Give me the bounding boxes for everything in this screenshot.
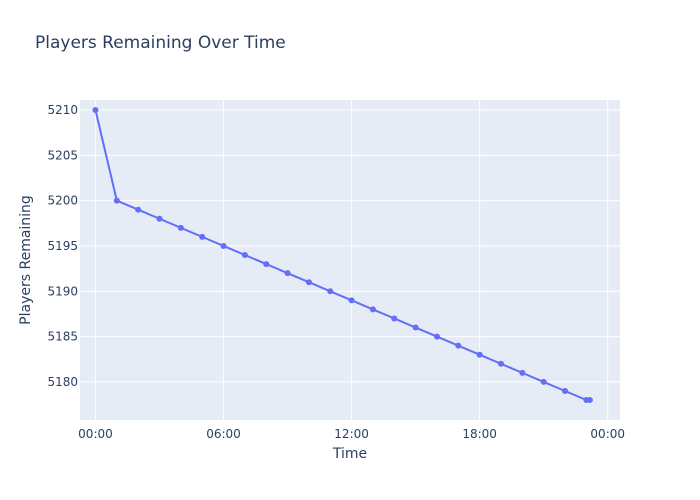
data-point [156, 215, 163, 222]
data-point [113, 197, 120, 204]
data-point [135, 206, 142, 213]
data-point [562, 387, 569, 394]
data-point [305, 279, 312, 286]
data-point [519, 369, 526, 376]
x-tick-label: 06:00 [206, 427, 241, 441]
data-point [498, 360, 505, 367]
data-point [220, 242, 227, 249]
data-point [92, 106, 99, 113]
data-point [586, 397, 593, 404]
series [92, 106, 593, 404]
data-point [369, 306, 376, 313]
chart-title: Players Remaining Over Time [35, 33, 286, 53]
data-point [391, 315, 398, 322]
plot-background [80, 100, 620, 420]
data-point [348, 297, 355, 304]
y-tick-label: 5205 [47, 148, 78, 162]
x-tick-label: 00:00 [590, 427, 625, 441]
y-axis-label: Players Remaining [18, 195, 34, 325]
y-tick-label: 5185 [47, 330, 78, 344]
data-point [263, 261, 270, 268]
x-axis: 00:00 06:00 12:00 18:00 00:00 [78, 427, 625, 441]
data-point [327, 288, 334, 295]
data-point [199, 233, 206, 240]
data-point [241, 252, 248, 259]
data-point [284, 270, 291, 277]
y-tick-label: 5210 [47, 103, 78, 117]
data-point [433, 333, 440, 340]
y-axis: 5180 5185 5190 5195 5200 5205 5210 [47, 103, 78, 389]
x-tick-label: 12:00 [334, 427, 369, 441]
grid [80, 100, 620, 420]
y-tick-label: 5200 [47, 194, 78, 208]
x-axis-label: Time [332, 446, 368, 462]
y-tick-label: 5180 [47, 375, 78, 389]
data-point [177, 224, 184, 231]
y-tick-label: 5190 [47, 284, 78, 298]
y-tick-label: 5195 [47, 239, 78, 253]
data-point [412, 324, 419, 331]
x-tick-label: 00:00 [78, 427, 113, 441]
x-tick-label: 18:00 [462, 427, 497, 441]
data-point [540, 378, 547, 385]
data-point [476, 351, 483, 358]
data-point [455, 342, 462, 349]
